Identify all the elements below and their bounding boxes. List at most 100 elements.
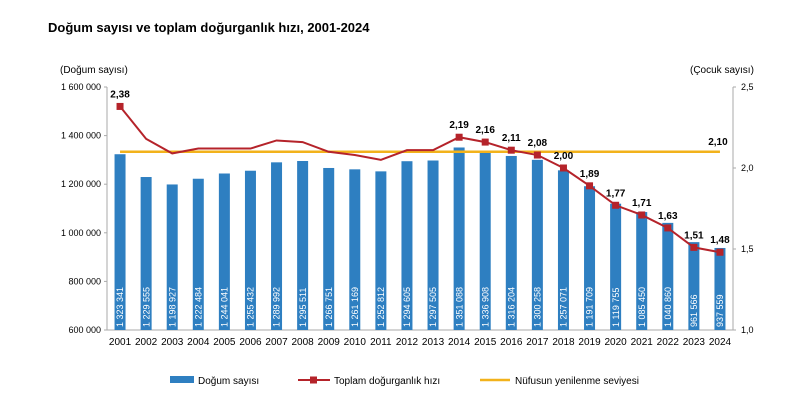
fertility-marker-2020 bbox=[612, 201, 620, 209]
fertility-label: 2,08 bbox=[528, 138, 548, 149]
fertility-label: 1,48 bbox=[710, 235, 730, 246]
bar-2023 bbox=[688, 242, 700, 330]
x-tick-label: 2011 bbox=[370, 337, 392, 348]
bar-label: 937 559 bbox=[715, 294, 725, 327]
bar-label: 1 229 555 bbox=[141, 287, 151, 327]
legend-births: Doğum sayısı bbox=[198, 376, 259, 387]
x-tick-label: 2014 bbox=[448, 337, 471, 348]
bar-2017 bbox=[531, 159, 543, 330]
right-tick-label: 2,0 bbox=[741, 163, 754, 173]
left-axis-label: (Doğum sayısı) bbox=[60, 65, 128, 76]
fertility-label: 1,89 bbox=[580, 169, 600, 180]
x-tick-label: 2005 bbox=[213, 337, 236, 348]
fertility-marker-2021 bbox=[638, 211, 646, 219]
bar-label: 1 191 709 bbox=[585, 287, 595, 327]
fertility-marker-2017 bbox=[533, 151, 541, 159]
x-tick-label: 2006 bbox=[239, 337, 262, 348]
bar-2002 bbox=[140, 177, 152, 330]
legend-replacement: Nüfusun yenilenme seviyesi bbox=[515, 376, 639, 387]
bar-2009 bbox=[323, 167, 335, 330]
bar-2014 bbox=[453, 147, 465, 330]
bar-2024 bbox=[714, 247, 726, 330]
bar-2004 bbox=[192, 178, 204, 330]
left-tick-label: 1 600 000 bbox=[61, 82, 101, 92]
bar-label: 1 261 169 bbox=[350, 287, 360, 327]
bar-label: 1 295 511 bbox=[298, 288, 308, 327]
legend-fertility: Toplam doğurganlık hızı bbox=[334, 376, 440, 387]
x-tick-label: 2024 bbox=[709, 337, 732, 348]
x-tick-label: 2008 bbox=[292, 337, 315, 348]
fertility-label: 2,11 bbox=[502, 133, 521, 144]
bar-label: 1 351 088 bbox=[454, 287, 464, 327]
bar-2020 bbox=[610, 203, 622, 330]
x-tick-label: 2013 bbox=[422, 337, 445, 348]
bar-2012 bbox=[401, 161, 413, 330]
bar-label: 961 566 bbox=[689, 294, 699, 327]
fertility-label: 1,77 bbox=[606, 188, 626, 199]
fertility-label: 2,16 bbox=[475, 125, 495, 136]
fertility-label: 2,19 bbox=[449, 120, 469, 131]
chart-title: Doğum sayısı ve toplam doğurganlık hızı,… bbox=[48, 20, 370, 35]
x-tick-label: 2023 bbox=[683, 337, 706, 348]
x-tick-label: 2019 bbox=[578, 337, 601, 348]
bar-label: 1 198 927 bbox=[167, 287, 177, 327]
left-tick-label: 600 000 bbox=[68, 325, 101, 335]
fertility-marker-2024 bbox=[716, 248, 724, 256]
fertility-label: 1,71 bbox=[632, 198, 652, 209]
bar-label: 1 266 751 bbox=[324, 287, 334, 327]
bar-label: 1 297 505 bbox=[428, 287, 438, 327]
fertility-marker-2001 bbox=[116, 102, 124, 110]
x-tick-label: 2016 bbox=[500, 337, 523, 348]
bar-label: 1 040 860 bbox=[663, 287, 673, 327]
fertility-label: 2,00 bbox=[554, 151, 574, 162]
bar-label: 1 252 812 bbox=[376, 287, 386, 327]
bar-2021 bbox=[636, 212, 648, 330]
bar-2003 bbox=[166, 184, 178, 330]
left-tick-label: 800 000 bbox=[68, 276, 101, 286]
fertility-marker-2022 bbox=[664, 224, 672, 232]
bar-label: 1 323 341 bbox=[115, 287, 125, 327]
fertility-label: 1,63 bbox=[658, 211, 678, 222]
bar-2008 bbox=[297, 160, 309, 330]
bar-2011 bbox=[375, 171, 387, 330]
left-tick-label: 1 200 000 bbox=[61, 179, 101, 189]
fertility-label: 1,51 bbox=[684, 230, 704, 241]
bar-label: 1 222 484 bbox=[193, 287, 203, 327]
left-tick-label: 1 400 000 bbox=[61, 131, 101, 141]
x-tick-label: 2003 bbox=[161, 337, 184, 348]
x-tick-label: 2015 bbox=[474, 337, 497, 348]
fertility-marker-2015 bbox=[481, 138, 489, 146]
bar-label: 1 257 071 bbox=[559, 287, 569, 327]
bar-2013 bbox=[427, 160, 439, 330]
bar-label: 1 244 041 bbox=[220, 287, 230, 327]
right-tick-label: 2,5 bbox=[741, 82, 754, 92]
bar-2018 bbox=[557, 170, 569, 330]
right-tick-label: 1,0 bbox=[741, 325, 754, 335]
x-tick-label: 2017 bbox=[526, 337, 549, 348]
x-tick-label: 2022 bbox=[657, 337, 680, 348]
fertility-marker-2019 bbox=[586, 182, 594, 190]
legend-fertility-marker bbox=[310, 376, 317, 384]
right-tick-label: 1,5 bbox=[741, 244, 754, 254]
x-tick-label: 2009 bbox=[318, 337, 341, 348]
fertility-marker-2023 bbox=[690, 243, 698, 251]
bar-2005 bbox=[218, 173, 230, 330]
fertility-marker-2016 bbox=[507, 146, 515, 154]
right-axis-label: (Çocuk sayısı) bbox=[690, 65, 754, 76]
bar-2022 bbox=[662, 222, 674, 330]
x-tick-label: 2010 bbox=[344, 337, 367, 348]
fertility-marker-2018 bbox=[559, 164, 567, 172]
x-tick-label: 2021 bbox=[631, 337, 654, 348]
x-tick-label: 2018 bbox=[552, 337, 575, 348]
bar-label: 1 255 432 bbox=[246, 287, 256, 327]
bar-2007 bbox=[271, 162, 283, 330]
bar-2016 bbox=[505, 155, 517, 330]
bar-2019 bbox=[584, 186, 596, 330]
bar-2010 bbox=[349, 169, 361, 330]
fertility-line bbox=[119, 105, 721, 254]
x-tick-label: 2002 bbox=[135, 337, 158, 348]
replacement-level-label: 2,10 bbox=[708, 137, 728, 148]
x-tick-label: 2007 bbox=[265, 337, 288, 348]
